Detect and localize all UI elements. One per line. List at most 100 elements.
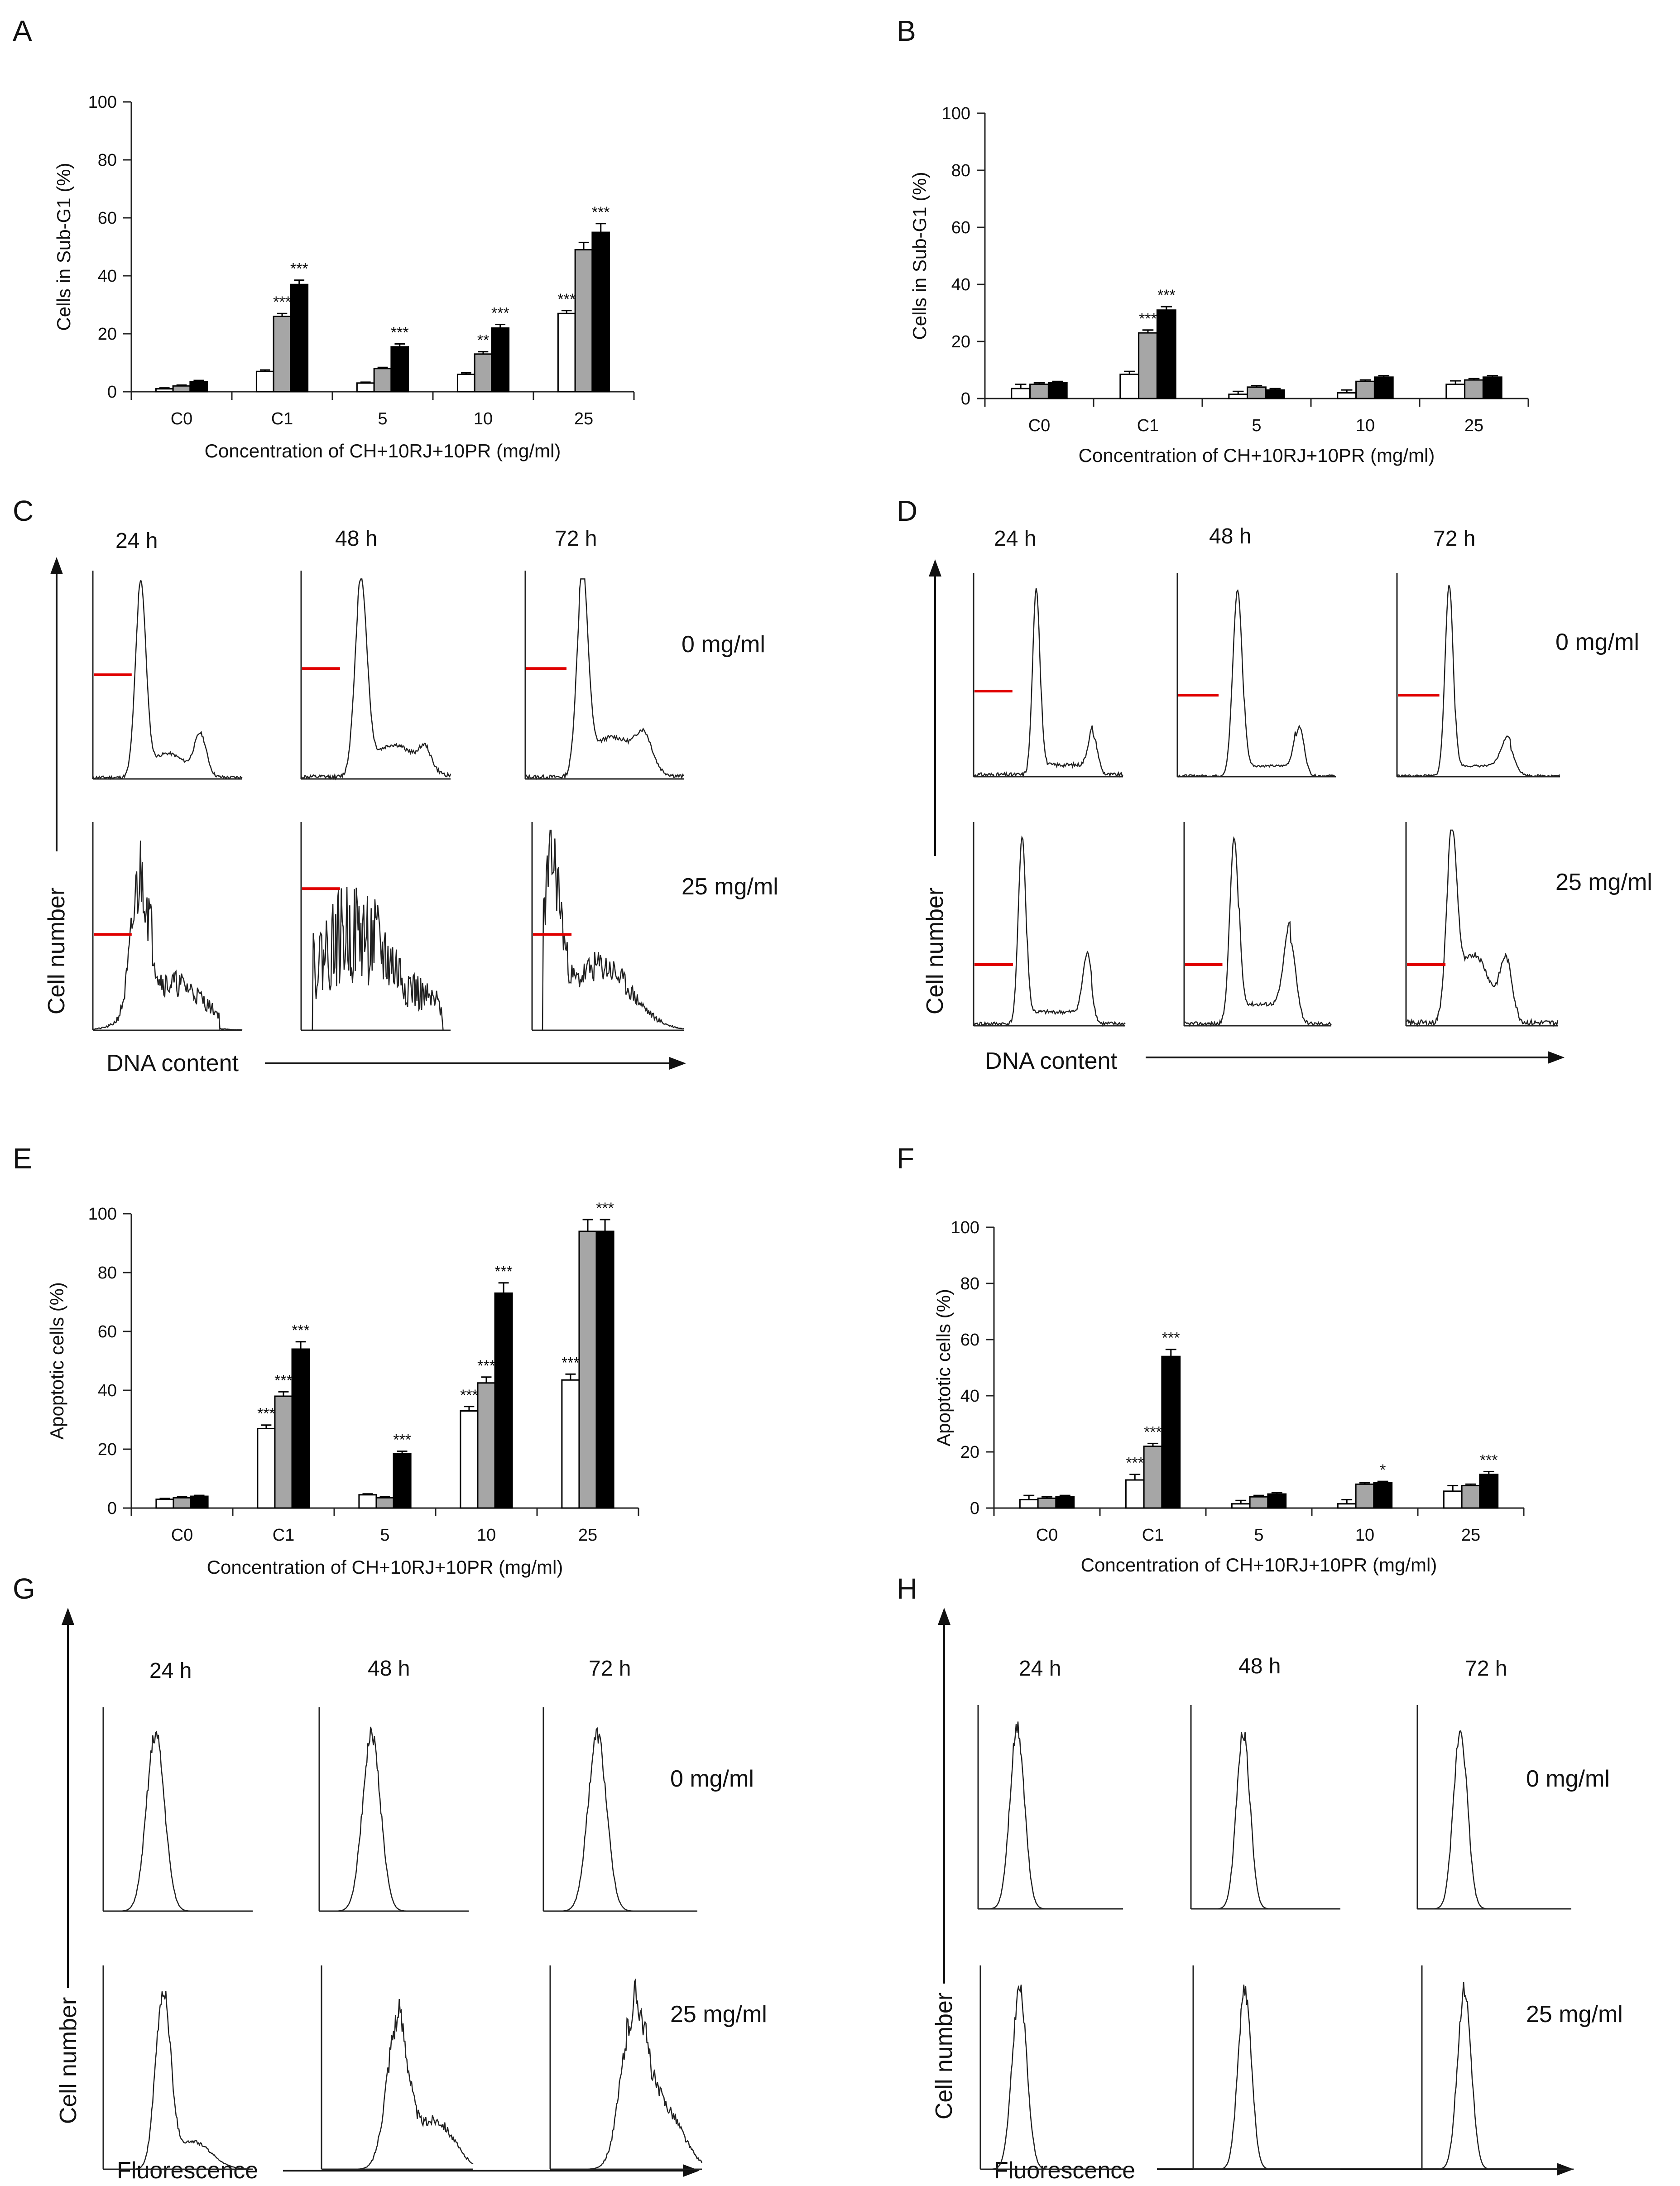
time-label-72h: 72 h — [589, 1657, 631, 1681]
histogram — [542, 1707, 697, 1912]
histogram-trace — [1397, 585, 1560, 778]
histogram-panel-h: 24 h 48 h 72 h 0 mg/ml 25 mg/ml Cell num… — [931, 1608, 1623, 2184]
bar — [1011, 388, 1031, 399]
bar — [358, 1494, 377, 1509]
bar — [1125, 1479, 1145, 1509]
time-label-48h: 48 h — [335, 527, 377, 551]
significance-label: *** — [1480, 1451, 1498, 1469]
x-tick-label: C0 — [171, 409, 193, 428]
y-tick-label: 60 — [98, 1322, 117, 1341]
bar — [274, 1395, 293, 1509]
x-tick-label: 10 — [1355, 1526, 1374, 1545]
histogram-trace — [1184, 836, 1332, 1027]
histogram-panel-c: 24 h 48 h 72 h 0 mg/ml 25 mg/ml Cell num… — [43, 527, 778, 1076]
histogram-trace — [973, 588, 1123, 778]
histogram-trace — [1406, 829, 1559, 1028]
significance-label: *** — [1139, 310, 1157, 327]
bar — [474, 353, 493, 393]
bar — [257, 1428, 276, 1509]
histogram — [1192, 1965, 1340, 2170]
y-tick-label: 100 — [951, 1218, 979, 1237]
dose-label-25: 25 mg/ml — [1555, 869, 1652, 895]
bar — [155, 1499, 174, 1509]
panel-label-e: E — [13, 1142, 32, 1175]
bar — [173, 1497, 192, 1509]
significance-label: *** — [290, 260, 308, 278]
y-tick-label: 40 — [960, 1387, 979, 1406]
histogram-trace — [92, 841, 243, 1031]
x-tick-label: C0 — [1036, 1526, 1058, 1545]
x-arrowhead-icon — [669, 1057, 686, 1070]
histogram — [102, 1707, 253, 1912]
histogram-trace — [973, 835, 1126, 1027]
significance-label: *** — [596, 1200, 614, 1217]
significance-label: *** — [477, 1357, 495, 1374]
bar — [1373, 376, 1394, 399]
y-axis-title: Apoptotic cells (%) — [46, 1282, 67, 1440]
histogram — [1183, 822, 1332, 1027]
x-axis-title: DNA content — [985, 1048, 1117, 1074]
bar — [456, 374, 475, 393]
dose-label-0: 0 mg/ml — [682, 631, 765, 658]
histogram-trace — [1177, 589, 1336, 778]
bar — [1337, 392, 1357, 399]
time-label-24h: 24 h — [1019, 1657, 1061, 1681]
bar — [172, 385, 191, 393]
histogram-trace — [978, 1721, 1123, 1910]
time-label-72h: 72 h — [1465, 1657, 1507, 1681]
histogram-trace — [319, 1726, 469, 1912]
bar-chart-a: 0 20 40 60 80 100 C0 C1 5 10 25 Concentration of CH… — [53, 93, 635, 461]
bar — [373, 368, 392, 393]
significance-label: *** — [494, 1263, 513, 1280]
y-tick-label: 60 — [960, 1331, 979, 1350]
bar — [460, 1410, 479, 1509]
x-axis-title: Concentration of CH+10RJ+10PR (mg/ml) — [1079, 445, 1435, 466]
histogram — [1396, 573, 1560, 778]
bar — [1029, 384, 1049, 399]
y-axis-title: Cell number — [931, 1993, 957, 2119]
histogram-trace — [322, 1999, 474, 2170]
x-tick-label: C1 — [273, 1526, 295, 1545]
histogram-trace — [1193, 1984, 1340, 2170]
histogram — [321, 1965, 474, 2170]
bar — [1479, 1474, 1499, 1509]
significance-label: *** — [393, 1432, 411, 1449]
histogram — [1176, 573, 1336, 778]
panel-label-h: H — [897, 1572, 917, 1605]
bar — [356, 382, 375, 393]
bar — [1231, 1503, 1251, 1509]
x-tick-label: C1 — [271, 409, 293, 428]
x-axis-title: Fluorescence — [117, 2157, 258, 2184]
y-axis-title: Apoptotic cells (%) — [933, 1289, 954, 1446]
significance-label: * — [1380, 1461, 1386, 1479]
bar — [1143, 1446, 1163, 1509]
bar — [1019, 1499, 1039, 1509]
x-axis-title: Concentration of CH+10RJ+10PR (mg/ml) — [207, 1557, 563, 1578]
time-label-24h: 24 h — [149, 1659, 192, 1683]
bar — [1445, 384, 1466, 399]
bar — [1037, 1497, 1057, 1509]
bar — [591, 231, 610, 393]
bar — [477, 1382, 496, 1509]
panel-label-c: C — [13, 495, 34, 527]
significance-label: *** — [257, 1405, 275, 1422]
histogram — [973, 822, 1126, 1027]
histogram — [1416, 1705, 1571, 1910]
bar — [557, 312, 576, 393]
bar — [578, 1230, 597, 1509]
histogram-panel-d: 24 h 48 h 72 h 0 mg/ml 25 mg/ml Cell num… — [922, 524, 1652, 1074]
y-axis-title: Cells in Sub-G1 (%) — [53, 163, 74, 331]
bar — [155, 388, 174, 393]
panel-label-b: B — [897, 14, 916, 47]
dose-label-0: 0 mg/ml — [1526, 1766, 1610, 1792]
bar — [1265, 389, 1285, 399]
x-arrowhead-icon — [683, 2164, 700, 2177]
histogram-trace — [301, 887, 451, 1031]
panel-label-g: G — [13, 1572, 35, 1605]
bar — [1355, 1483, 1375, 1509]
bar-chart-f: 0 20 40 60 80 100 C0 C1 5 10 25 Concentration of CH… — [933, 1218, 1525, 1576]
significance-label: *** — [1162, 1330, 1180, 1347]
time-label-48h: 48 h — [1209, 524, 1251, 548]
x-tick-label: 25 — [1461, 1526, 1480, 1545]
